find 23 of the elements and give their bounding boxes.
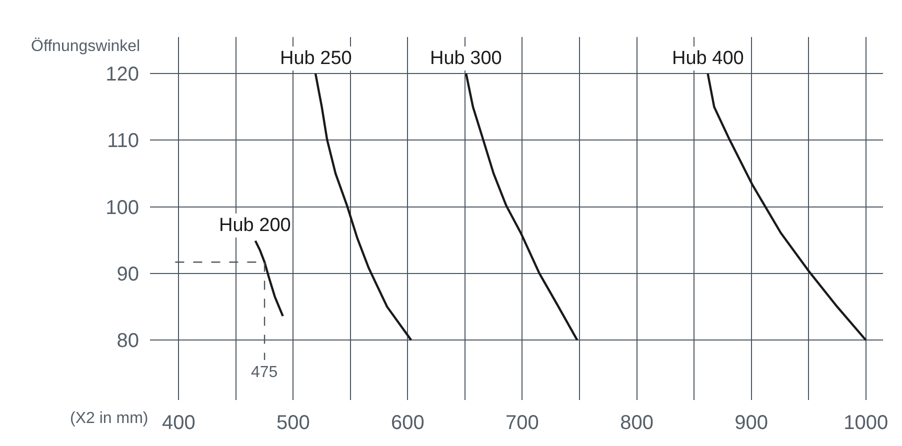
y-tick-label: 120 [106, 64, 139, 86]
series-label: Hub 250 [280, 48, 352, 69]
y-tick-label: 110 [107, 130, 139, 152]
x-tick-label: 400 [162, 412, 196, 434]
annotation: 475 [251, 364, 278, 381]
line-series [465, 72, 578, 342]
y-tick-label: 100 [106, 196, 139, 219]
x-tick-label: 500 [276, 412, 310, 434]
x-tick-label: 1000 [844, 412, 888, 434]
x-axis-title: (X2 in mm) [70, 410, 148, 427]
x-tick-label: 900 [734, 412, 768, 434]
series-label: Hub 400 [672, 48, 744, 69]
line-series [314, 72, 412, 342]
line-series [706, 72, 867, 342]
line-series [254, 240, 284, 318]
series-label: Hub 200 [219, 215, 291, 236]
series-label: Hub 300 [430, 48, 502, 69]
x-tick-label: 800 [620, 412, 654, 434]
x-tick-label: 700 [506, 412, 539, 434]
x-tick-label: 600 [391, 412, 424, 434]
y-tick-label: 80 [116, 330, 139, 352]
y-tick-label: 90 [116, 263, 139, 286]
y-axis-title: Öffnungswinkel [31, 37, 140, 55]
